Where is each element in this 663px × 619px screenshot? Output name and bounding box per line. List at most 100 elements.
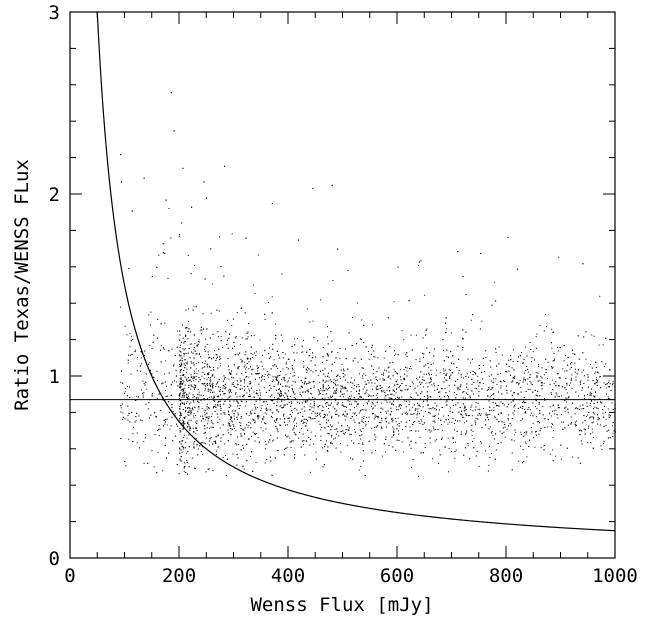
data-point bbox=[490, 389, 492, 391]
data-point bbox=[182, 391, 184, 393]
data-point bbox=[254, 422, 256, 424]
data-point bbox=[467, 415, 469, 417]
data-point bbox=[557, 404, 559, 406]
data-point bbox=[275, 425, 277, 427]
data-point bbox=[404, 400, 406, 402]
data-point bbox=[535, 347, 537, 349]
data-point bbox=[420, 419, 422, 421]
data-point bbox=[180, 389, 182, 391]
data-point bbox=[358, 389, 360, 391]
data-point bbox=[197, 454, 199, 456]
data-point bbox=[286, 381, 288, 383]
data-point bbox=[272, 343, 274, 345]
data-point bbox=[205, 385, 207, 387]
data-point bbox=[404, 389, 406, 391]
data-point bbox=[419, 405, 421, 407]
data-point bbox=[163, 373, 165, 375]
data-point bbox=[368, 400, 370, 402]
data-point bbox=[222, 385, 224, 387]
data-point bbox=[157, 451, 159, 453]
data-point bbox=[198, 339, 200, 341]
data-point bbox=[581, 371, 583, 373]
data-point bbox=[331, 395, 333, 397]
data-point bbox=[320, 370, 322, 372]
data-point bbox=[561, 395, 563, 397]
data-point bbox=[213, 369, 215, 371]
data-point bbox=[215, 359, 217, 361]
data-point bbox=[464, 447, 466, 449]
data-point bbox=[261, 378, 263, 380]
data-point bbox=[233, 345, 235, 347]
data-point bbox=[524, 412, 526, 414]
data-point bbox=[210, 248, 212, 250]
data-point bbox=[523, 402, 525, 404]
data-point bbox=[377, 397, 379, 399]
data-point bbox=[590, 394, 592, 396]
data-point bbox=[184, 423, 186, 425]
data-point bbox=[420, 383, 422, 385]
data-point bbox=[229, 395, 231, 397]
data-point bbox=[445, 446, 447, 448]
data-point bbox=[443, 421, 445, 423]
data-point bbox=[187, 377, 189, 379]
data-point bbox=[468, 415, 470, 417]
data-point bbox=[445, 404, 447, 406]
data-point bbox=[358, 412, 360, 414]
data-point bbox=[353, 442, 355, 444]
data-point bbox=[246, 401, 248, 403]
data-point bbox=[342, 414, 344, 416]
data-point bbox=[280, 393, 282, 395]
data-point bbox=[282, 357, 284, 359]
data-point bbox=[481, 320, 483, 322]
data-point bbox=[572, 352, 574, 354]
data-point bbox=[574, 368, 576, 370]
data-point bbox=[331, 443, 333, 445]
data-point bbox=[439, 449, 441, 451]
data-point bbox=[265, 428, 267, 430]
data-point bbox=[237, 457, 239, 459]
data-point bbox=[555, 381, 557, 383]
data-point bbox=[278, 380, 280, 382]
data-point bbox=[351, 387, 353, 389]
data-point bbox=[552, 449, 554, 451]
data-point bbox=[255, 433, 257, 435]
data-point bbox=[570, 377, 572, 379]
data-point bbox=[179, 397, 180, 399]
data-point bbox=[219, 418, 221, 420]
data-point bbox=[567, 356, 569, 358]
data-point bbox=[290, 441, 292, 443]
data-point bbox=[241, 435, 243, 437]
data-point bbox=[197, 411, 199, 413]
data-point bbox=[560, 458, 562, 460]
data-point bbox=[605, 393, 607, 395]
data-point bbox=[605, 424, 607, 426]
data-point bbox=[127, 385, 129, 387]
data-point bbox=[248, 395, 250, 397]
data-point bbox=[457, 402, 459, 404]
data-point bbox=[179, 395, 181, 397]
data-point bbox=[168, 350, 170, 352]
data-point bbox=[184, 376, 186, 378]
data-point bbox=[554, 359, 556, 361]
data-point bbox=[250, 455, 252, 457]
data-point bbox=[378, 367, 380, 369]
data-point bbox=[376, 371, 378, 373]
data-point bbox=[393, 434, 394, 436]
data-point bbox=[184, 348, 186, 350]
data-point bbox=[124, 325, 126, 327]
data-point bbox=[458, 387, 460, 389]
data-point bbox=[326, 353, 328, 355]
data-point bbox=[396, 396, 398, 398]
data-point bbox=[432, 420, 434, 422]
data-point bbox=[587, 376, 589, 378]
data-point bbox=[532, 423, 534, 425]
data-point bbox=[477, 402, 479, 404]
data-point bbox=[437, 429, 439, 431]
data-point bbox=[556, 373, 558, 375]
data-point bbox=[517, 360, 519, 362]
data-point bbox=[204, 346, 206, 348]
data-point bbox=[312, 320, 314, 322]
data-point bbox=[583, 408, 585, 410]
data-point bbox=[600, 387, 602, 389]
data-point bbox=[191, 408, 193, 410]
